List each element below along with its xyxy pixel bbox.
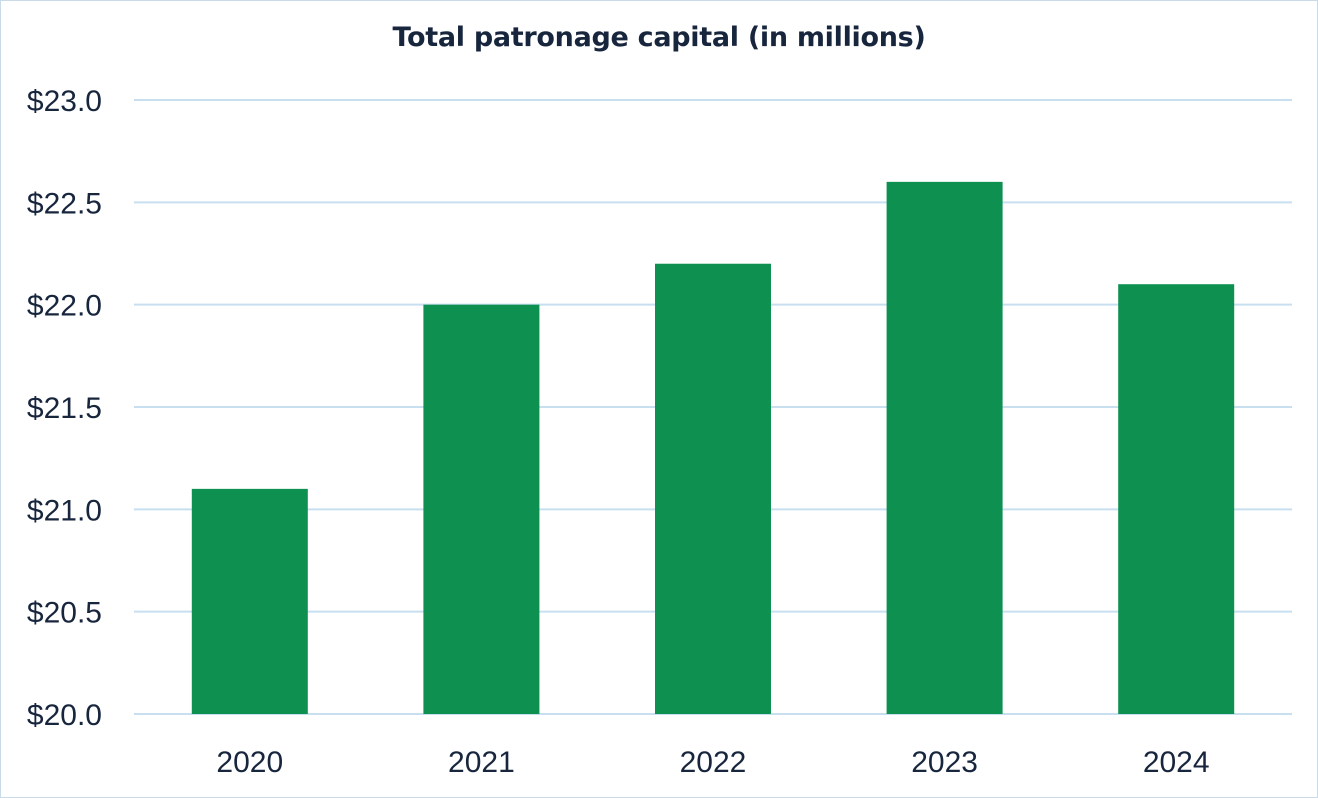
x-tick-label: 2021 <box>448 746 515 779</box>
x-tick-label: 2020 <box>216 746 283 779</box>
y-tick-label: $22.0 <box>27 290 102 323</box>
y-axis-tick-labels: $20.0 $20.5 $21.0 $21.5 $22.0 $22.5 $23.0 <box>27 85 102 732</box>
bars <box>191 181 1235 714</box>
y-tick-label: $21.5 <box>27 392 102 425</box>
x-tick-label: 2023 <box>911 746 978 779</box>
y-tick-label: $20.0 <box>27 699 102 732</box>
y-tick-label: $21.0 <box>27 494 102 527</box>
bar-2022 <box>655 263 771 714</box>
bar-2021 <box>423 304 540 714</box>
x-axis-tick-labels: 2020 2021 2022 2023 2024 <box>216 746 1209 779</box>
bar-2024 <box>1118 284 1235 714</box>
chart-title: Total patronage capital (in millions) <box>392 22 926 53</box>
y-tick-label: $23.0 <box>27 85 102 118</box>
x-tick-label: 2022 <box>680 746 747 779</box>
x-tick-label: 2024 <box>1143 746 1210 779</box>
y-tick-label: $20.5 <box>27 597 102 630</box>
bar-2023 <box>886 181 1003 714</box>
bar-2020 <box>191 488 308 714</box>
y-tick-label: $22.5 <box>27 187 102 220</box>
